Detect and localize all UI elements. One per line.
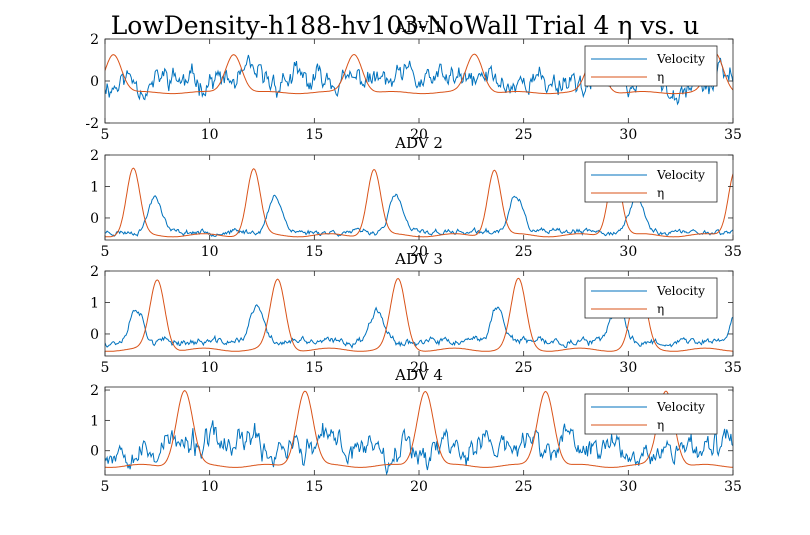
x-tick-label: 5	[101, 360, 110, 376]
series-line-eta	[105, 277, 733, 352]
legend-label: η	[657, 302, 664, 316]
legend: Velocity η	[584, 161, 718, 203]
y-tick-label: 0	[90, 211, 99, 227]
legend-label: Velocity	[656, 168, 705, 182]
y-tick-label: 2	[90, 32, 99, 48]
y-tick-label: 0	[90, 327, 99, 343]
legend-box	[584, 277, 718, 319]
x-tick-label: 30	[619, 244, 637, 260]
series-line-velocity	[105, 420, 733, 475]
x-tick-label: 10	[201, 127, 219, 143]
legend: Velocity η	[584, 45, 718, 87]
x-tick-label: 25	[515, 127, 533, 143]
y-tick-label: 2	[90, 148, 99, 164]
legend-label: η	[657, 186, 664, 200]
legend: Velocity η	[584, 393, 718, 435]
series-line-eta	[105, 390, 733, 468]
subplot-adv-1: 5 10 15 20 25 30 35 -2 0 2 ADV 1 Velocity η	[85, 18, 742, 143]
x-tick-label: 20	[410, 479, 428, 495]
legend: Velocity η	[584, 277, 718, 319]
y-tick-label: 1	[90, 413, 99, 429]
x-tick-label: 15	[305, 127, 323, 143]
y-tick-label: 0	[90, 74, 99, 90]
legend-box	[584, 393, 718, 435]
legend-label: Velocity	[656, 52, 705, 66]
x-tick-label: 10	[201, 479, 219, 495]
legend-label: η	[657, 70, 664, 84]
x-tick-label: 25	[515, 360, 533, 376]
x-tick-label: 30	[619, 127, 637, 143]
x-tick-label: 35	[724, 479, 742, 495]
figure-title: LowDensity-h188-hv103-NoWall Trial 4 η v…	[111, 11, 700, 40]
series-line-velocity	[105, 304, 733, 349]
subplot-title: ADV 1	[394, 18, 443, 36]
series-line-velocity	[105, 54, 733, 106]
subplot-adv-3: 5 10 15 20 25 30 35 0 1 2 ADV 3 Velocity η	[90, 250, 742, 376]
y-tick-label: 1	[90, 179, 99, 195]
x-tick-label: 15	[305, 360, 323, 376]
x-tick-label: 20	[410, 244, 428, 260]
x-tick-label: 30	[619, 479, 637, 495]
x-tick-label: 25	[515, 244, 533, 260]
x-tick-label: 5	[101, 479, 110, 495]
x-tick-label: 15	[305, 244, 323, 260]
subplot-title: ADV 2	[394, 134, 443, 152]
x-tick-label: 10	[201, 244, 219, 260]
x-tick-label: 35	[724, 127, 742, 143]
x-tick-label: 35	[724, 360, 742, 376]
subplot-title: ADV 3	[394, 250, 443, 268]
legend-label: Velocity	[656, 284, 705, 298]
subplot-title: ADV 4	[394, 366, 443, 384]
x-tick-label: 35	[724, 244, 742, 260]
legend-box	[584, 161, 718, 203]
subplot-adv-2: 5 10 15 20 25 30 35 0 1 2 ADV 2 Velocity η	[90, 134, 742, 260]
x-tick-label: 10	[201, 360, 219, 376]
x-tick-label: 5	[101, 244, 110, 260]
y-tick-label: 1	[90, 295, 99, 311]
x-tick-label: 5	[101, 127, 110, 143]
x-tick-label: 15	[305, 479, 323, 495]
series-line-velocity	[105, 193, 733, 237]
legend-box	[584, 45, 718, 87]
x-tick-label: 30	[619, 360, 637, 376]
x-tick-label: 20	[410, 360, 428, 376]
y-tick-label: 2	[90, 383, 99, 399]
legend-label: η	[657, 418, 664, 432]
series-line-eta	[105, 52, 733, 95]
x-tick-label: 20	[410, 127, 428, 143]
y-tick-label: 0	[90, 444, 99, 460]
legend-label: Velocity	[656, 400, 705, 414]
y-tick-label: -2	[85, 116, 99, 132]
x-tick-label: 25	[515, 479, 533, 495]
y-tick-label: 2	[90, 264, 99, 280]
subplot-adv-4: 5 10 15 20 25 30 35 0 1 2 ADV 4 Velocity η	[90, 366, 742, 495]
